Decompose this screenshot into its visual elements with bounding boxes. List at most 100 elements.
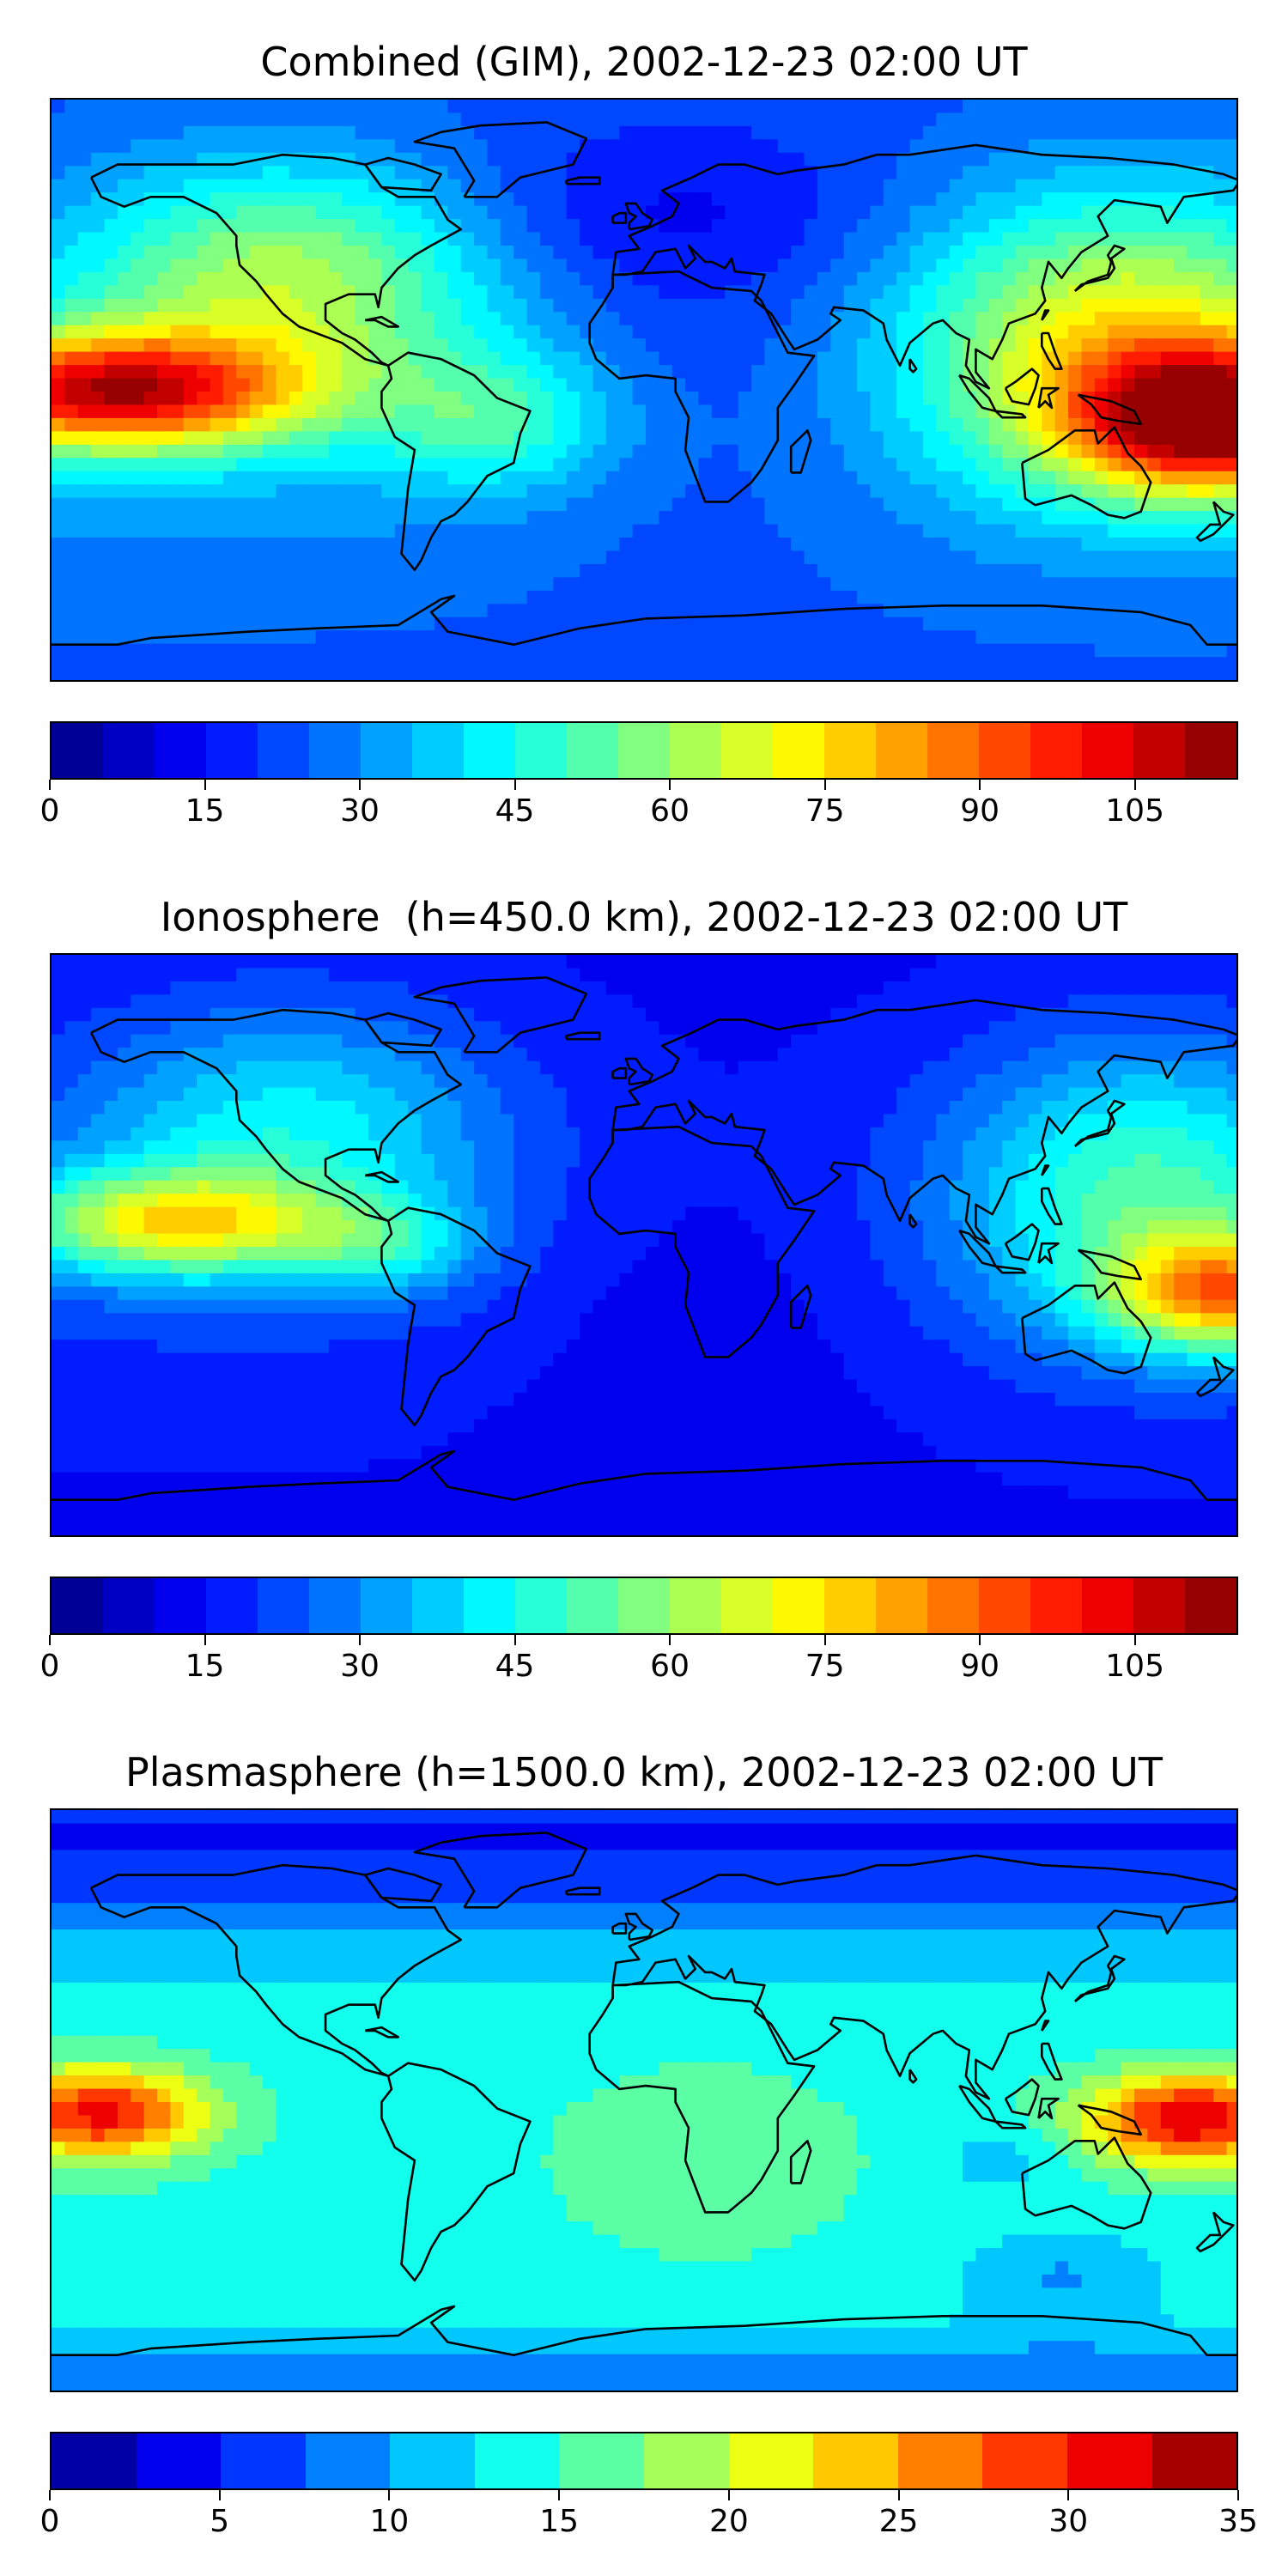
coastline	[1037, 386, 1060, 410]
coastline	[1037, 1242, 1060, 1265]
colorbar-segment	[305, 2433, 391, 2488]
coastline	[52, 1449, 1236, 1502]
colorbar-segment	[979, 1578, 1030, 1633]
colorbar-segment	[52, 723, 103, 778]
colorbar-tick-mark	[218, 2490, 221, 2500]
colorbar-segment	[1030, 723, 1082, 778]
colorbar-tick-label: 10	[369, 2504, 410, 2539]
colorbar-tick-label: 75	[805, 793, 845, 829]
coastline	[380, 351, 532, 572]
map-combined	[50, 98, 1238, 682]
colorbar-segment	[773, 1578, 824, 1633]
coastline	[565, 176, 601, 185]
coastline	[413, 976, 588, 1054]
coastline	[958, 1229, 997, 1268]
coastline	[364, 1170, 400, 1183]
colorbar-segment	[876, 1578, 927, 1633]
colorbar-segment	[1030, 1578, 1082, 1633]
colorbar-tick-label: 15	[539, 2504, 580, 2539]
coastline	[908, 2069, 918, 2084]
colorbar-tick-label: 35	[1218, 2504, 1258, 2539]
coastline	[52, 2305, 1236, 2357]
tec-field	[52, 955, 1236, 1535]
colorbar-tick-label: 0	[39, 2504, 60, 2539]
colorbar-segment	[136, 2433, 222, 2488]
colorbar-segment	[515, 723, 567, 778]
colorbar-segment	[221, 2433, 306, 2488]
coastlines	[52, 1832, 1236, 2357]
colorbar-segment	[103, 1578, 155, 1633]
coastline	[789, 2139, 812, 2184]
colorbar-tick-label: 90	[960, 1649, 1000, 1684]
colorbar-tick-mark	[727, 2490, 730, 2500]
coastline	[611, 1922, 628, 1935]
colorbar-segment	[155, 1578, 206, 1633]
map-canvas	[52, 100, 1236, 680]
coastline	[1073, 244, 1126, 292]
colorbar-tick-mark	[204, 780, 206, 790]
colorbar-tick-mark	[49, 1635, 51, 1645]
map-canvas	[52, 1810, 1236, 2391]
colorbar-tick-label: 60	[650, 793, 690, 829]
colorbar-segment	[1066, 2433, 1152, 2488]
colorbar-tick-label: 105	[1105, 1649, 1164, 1684]
coastline	[364, 2026, 400, 2038]
colorbar-ticks-ionosphere: 0 15 30 45 60 75 90 105	[40, 1635, 1238, 1686]
coastline	[363, 1867, 442, 1903]
colorbar-segment	[1185, 723, 1236, 778]
coastline	[789, 428, 812, 474]
coastline	[994, 1265, 1027, 1274]
colorbar-segment	[103, 723, 155, 778]
coastline	[1041, 331, 1063, 370]
colorbar-segment	[618, 1578, 670, 1633]
coastline	[565, 1031, 601, 1041]
colorbar-segment	[206, 723, 258, 778]
colorbar-tick-label: 0	[39, 1649, 60, 1684]
coastline	[363, 156, 442, 192]
coastline	[1004, 2078, 1040, 2117]
colorbar-ionosphere	[50, 1577, 1238, 1635]
coastline	[789, 1284, 812, 1329]
colorbar-tick-label: 45	[495, 1649, 535, 1684]
colorbar-tick-label: 15	[185, 793, 225, 829]
colorbar-tick-mark	[669, 1635, 671, 1645]
colorbar-tick-label: 25	[878, 2504, 919, 2539]
colorbar-tick-mark	[1133, 1635, 1136, 1645]
coastlines	[52, 976, 1236, 1502]
coastline	[1041, 309, 1050, 321]
colorbar-tick-mark	[897, 2490, 900, 2500]
colorbar-tick-mark	[1237, 2490, 1239, 2500]
colorbar-tick-label: 0	[39, 793, 60, 829]
coastline	[1195, 1356, 1235, 1398]
colorbar-tick-mark	[388, 2490, 391, 2500]
colorbar-segment	[412, 1578, 464, 1633]
colorbar-tick-mark	[1133, 780, 1136, 790]
coastline	[908, 1213, 918, 1229]
colorbar-segment	[1082, 723, 1133, 778]
coastline	[624, 1912, 654, 1941]
colorbar-tick-label: 90	[960, 793, 1000, 829]
colorbar-tick-mark	[823, 780, 826, 790]
coastline	[624, 202, 654, 231]
coastline	[380, 1206, 532, 1427]
colorbar-segment	[618, 723, 670, 778]
coastline	[1195, 2211, 1235, 2253]
colorbar-segment	[927, 1578, 979, 1633]
coastline	[611, 999, 1236, 1245]
colorbar-tick-mark	[359, 1635, 361, 1645]
coastline	[380, 2062, 532, 2282]
colorbar-tick-mark	[49, 2490, 51, 2500]
coastline	[52, 594, 1236, 647]
colorbar-tick-mark	[49, 780, 51, 790]
coastline	[1077, 1249, 1142, 1281]
colorbar-tick-label: 30	[340, 1649, 380, 1684]
coastline	[413, 121, 588, 198]
colorbar-segment	[670, 723, 721, 778]
coastline	[994, 2120, 1027, 2129]
map-canvas	[52, 955, 1236, 1535]
colorbar-segment	[309, 723, 361, 778]
colorbar-tick-mark	[359, 780, 361, 790]
coastline	[1041, 1164, 1050, 1176]
colorbar-segment	[927, 723, 979, 778]
